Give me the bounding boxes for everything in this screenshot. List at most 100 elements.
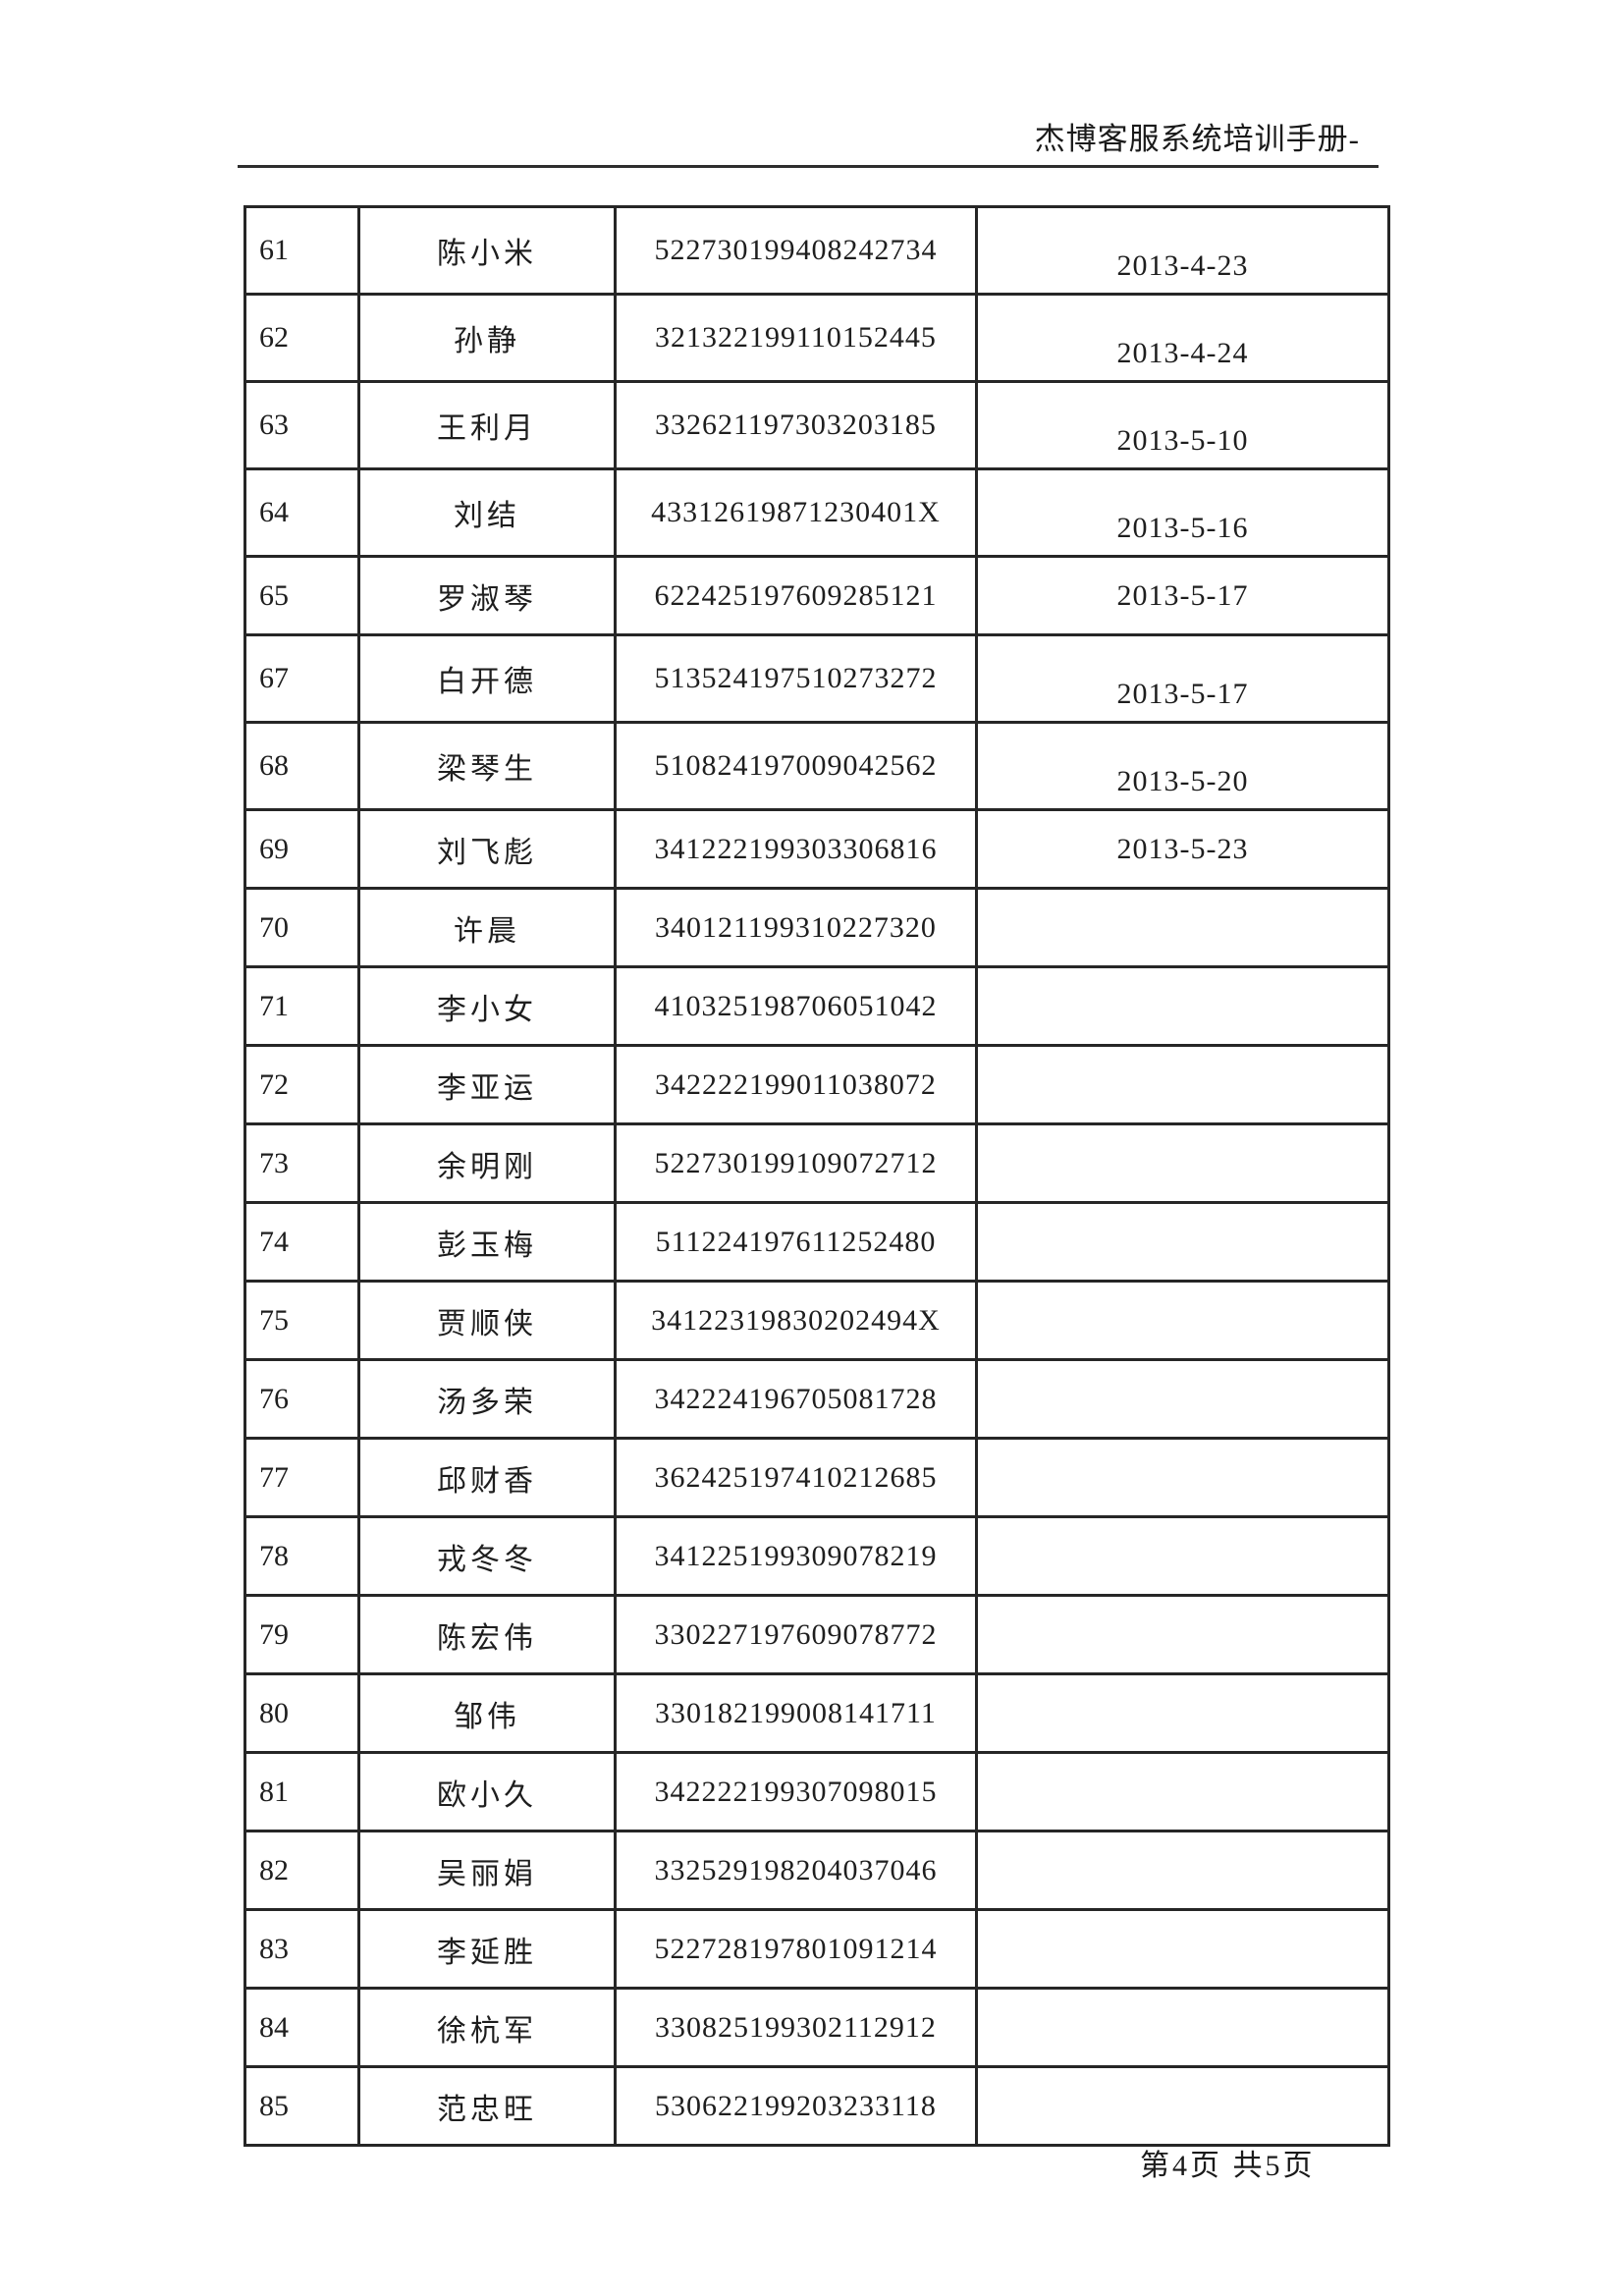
id-number-cell: 341222199303306816 xyxy=(614,808,978,890)
id-number-cell: 522730199109072712 xyxy=(614,1122,978,1204)
row-number-cell: 79 xyxy=(243,1594,360,1675)
date-cell xyxy=(975,1358,1390,1440)
table-row: 62 孙静 321322199110152445 2013-4-24 xyxy=(243,293,1390,383)
date-cell xyxy=(975,965,1390,1047)
name-cell: 欧小久 xyxy=(357,1751,617,1832)
table-row: 78 戎冬冬 341225199309078219 xyxy=(243,1515,1390,1597)
date-cell xyxy=(975,887,1390,968)
row-number-cell: 77 xyxy=(243,1437,360,1518)
name-cell: 戎冬冬 xyxy=(357,1515,617,1597)
name-cell: 余明刚 xyxy=(357,1122,617,1204)
name-cell: 陈宏伟 xyxy=(357,1594,617,1675)
row-number-cell: 74 xyxy=(243,1201,360,1283)
row-number-cell: 84 xyxy=(243,1987,360,2068)
id-number-cell: 511224197611252480 xyxy=(614,1201,978,1283)
row-number-cell: 71 xyxy=(243,965,360,1047)
row-number-cell: 72 xyxy=(243,1044,360,1125)
name-cell: 贾顺侠 xyxy=(357,1280,617,1361)
row-number-cell: 62 xyxy=(243,293,360,383)
table-row: 85 范忠旺 530622199203233118 xyxy=(243,2065,1390,2147)
table-row: 72 李亚运 342222199011038072 xyxy=(243,1044,1390,1125)
name-cell: 李亚运 xyxy=(357,1044,617,1125)
date-cell xyxy=(975,2065,1390,2147)
name-cell: 白开德 xyxy=(357,633,617,724)
date-cell xyxy=(975,1751,1390,1832)
id-number-cell: 410325198706051042 xyxy=(614,965,978,1047)
date-cell: 2013-5-10 xyxy=(975,380,1390,470)
row-number-cell: 68 xyxy=(243,721,360,811)
date-cell xyxy=(975,1830,1390,1911)
id-number-cell: 522728197801091214 xyxy=(614,1908,978,1990)
roster-table: 61 陈小米 522730199408242734 2013-4-23 62 孙静 3213… xyxy=(243,205,1390,2147)
name-cell: 刘飞彪 xyxy=(357,808,617,890)
row-number-cell: 85 xyxy=(243,2065,360,2147)
table-row: 73 余明刚 522730199109072712 xyxy=(243,1122,1390,1204)
date-cell xyxy=(975,1908,1390,1990)
id-number-cell: 522730199408242734 xyxy=(614,205,978,296)
date-cell: 2013-5-20 xyxy=(975,721,1390,811)
table-row: 80 邹伟 330182199008141711 xyxy=(243,1672,1390,1754)
name-cell: 王利月 xyxy=(357,380,617,470)
table-row: 65 罗淑琴 622425197609285121 2013-5-17 xyxy=(243,555,1390,636)
date-cell: 2013-5-17 xyxy=(975,633,1390,724)
id-number-cell: 332529198204037046 xyxy=(614,1830,978,1911)
name-cell: 梁琴生 xyxy=(357,721,617,811)
date-cell xyxy=(975,1437,1390,1518)
date-cell xyxy=(975,1594,1390,1675)
name-cell: 邹伟 xyxy=(357,1672,617,1754)
table-row: 61 陈小米 522730199408242734 2013-4-23 xyxy=(243,205,1390,296)
row-number-cell: 69 xyxy=(243,808,360,890)
table-row: 64 刘结 43312619871230401X 2013-5-16 xyxy=(243,467,1390,558)
id-number-cell: 330227197609078772 xyxy=(614,1594,978,1675)
row-number-cell: 63 xyxy=(243,380,360,470)
id-number-cell: 510824197009042562 xyxy=(614,721,978,811)
id-number-cell: 530622199203233118 xyxy=(614,2065,978,2147)
date-cell xyxy=(975,1201,1390,1283)
name-cell: 吴丽娟 xyxy=(357,1830,617,1911)
id-number-cell: 342222199307098015 xyxy=(614,1751,978,1832)
row-number-cell: 78 xyxy=(243,1515,360,1597)
table-row: 76 汤多荣 342224196705081728 xyxy=(243,1358,1390,1440)
name-cell: 邱财香 xyxy=(357,1437,617,1518)
table-row: 71 李小女 410325198706051042 xyxy=(243,965,1390,1047)
date-cell: 2013-5-17 xyxy=(975,555,1390,636)
id-number-cell: 34122319830202494X xyxy=(614,1280,978,1361)
date-cell: 2013-5-23 xyxy=(975,808,1390,890)
id-number-cell: 513524197510273272 xyxy=(614,633,978,724)
id-number-cell: 43312619871230401X xyxy=(614,467,978,558)
id-number-cell: 332621197303203185 xyxy=(614,380,978,470)
page-number-indicator: 第4页 共5页 xyxy=(1140,2150,1316,2182)
date-cell: 2013-4-24 xyxy=(975,293,1390,383)
row-number-cell: 80 xyxy=(243,1672,360,1754)
row-number-cell: 70 xyxy=(243,887,360,968)
date-cell xyxy=(975,1515,1390,1597)
name-cell: 李延胜 xyxy=(357,1908,617,1990)
row-number-cell: 73 xyxy=(243,1122,360,1204)
row-number-cell: 61 xyxy=(243,205,360,296)
id-number-cell: 330825199302112912 xyxy=(614,1987,978,2068)
row-number-cell: 81 xyxy=(243,1751,360,1832)
row-number-cell: 76 xyxy=(243,1358,360,1440)
row-number-cell: 75 xyxy=(243,1280,360,1361)
name-cell: 许晨 xyxy=(357,887,617,968)
id-number-cell: 341225199309078219 xyxy=(614,1515,978,1597)
name-cell: 刘结 xyxy=(357,467,617,558)
date-cell: 2013-5-16 xyxy=(975,467,1390,558)
id-number-cell: 362425197410212685 xyxy=(614,1437,978,1518)
name-cell: 罗淑琴 xyxy=(357,555,617,636)
name-cell: 彭玉梅 xyxy=(357,1201,617,1283)
row-number-cell: 67 xyxy=(243,633,360,724)
date-cell xyxy=(975,1672,1390,1754)
row-number-cell: 64 xyxy=(243,467,360,558)
table-row: 63 王利月 332621197303203185 2013-5-10 xyxy=(243,380,1390,470)
table-row: 83 李延胜 522728197801091214 xyxy=(243,1908,1390,1990)
table-row: 67 白开德 513524197510273272 2013-5-17 xyxy=(243,633,1390,724)
id-number-cell: 330182199008141711 xyxy=(614,1672,978,1754)
table-row: 79 陈宏伟 330227197609078772 xyxy=(243,1594,1390,1675)
name-cell: 李小女 xyxy=(357,965,617,1047)
name-cell: 徐杭军 xyxy=(357,1987,617,2068)
table-row: 68 梁琴生 510824197009042562 2013-5-20 xyxy=(243,721,1390,811)
page-header-title: 杰博客服系统培训手册- xyxy=(1034,122,1360,156)
table-row: 74 彭玉梅 511224197611252480 xyxy=(243,1201,1390,1283)
